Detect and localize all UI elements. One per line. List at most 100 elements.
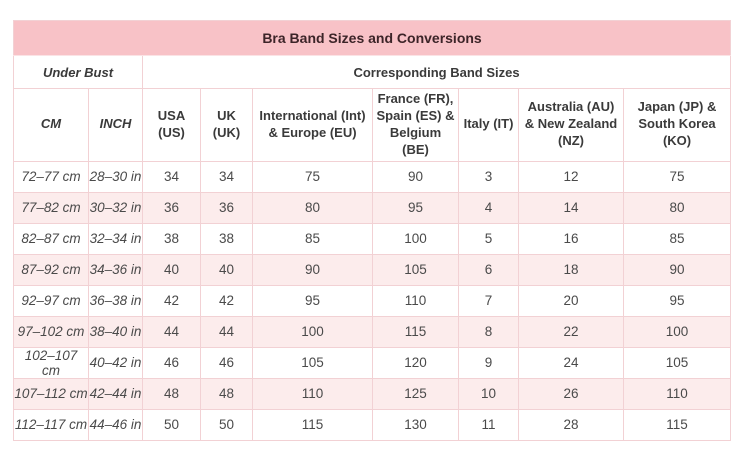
cell-fr-es-be: 95	[372, 191, 459, 224]
cell-italy: 6	[458, 253, 519, 286]
cell-fr-es-be: 105	[372, 253, 459, 286]
table-row: 82–87 cm 32–34 in 38 38 85 100 5 16 85	[13, 222, 732, 255]
cell-au-nz: 14	[518, 191, 624, 224]
cell-au-nz: 12	[518, 160, 624, 193]
cell-int-eu: 105	[252, 346, 373, 379]
column-header-jp-ko: Japan (JP) & South Korea (KO)	[622, 88, 732, 162]
cell-italy: 8	[458, 315, 519, 348]
table-row: 97–102 cm 38–40 in 44 44 100 115 8 22 10…	[13, 315, 732, 348]
cell-jp-ko: 105	[622, 346, 732, 379]
cell-inch: 28–30 in	[88, 160, 143, 193]
group-header-row: Under Bust Corresponding Band Sizes	[13, 55, 732, 89]
cell-int-eu: 75	[252, 160, 373, 193]
cell-fr-es-be: 115	[372, 315, 459, 348]
cell-int-eu: 110	[252, 377, 373, 410]
column-header-uk: UK (UK)	[200, 88, 253, 162]
cell-usa: 50	[142, 408, 201, 441]
cell-cm: 92–97 cm	[13, 284, 89, 317]
column-header-row: CM INCH USA (US) UK (UK) International (…	[13, 88, 732, 162]
table-row: 72–77 cm 28–30 in 34 34 75 90 3 12 75	[13, 160, 732, 193]
column-header-usa: USA (US)	[142, 88, 201, 162]
bra-band-size-table: Bra Band Sizes and Conversions Under Bus…	[12, 20, 732, 441]
cell-uk: 36	[200, 191, 253, 224]
table-row: 87–92 cm 34–36 in 40 40 90 105 6 18 90	[13, 253, 732, 286]
cell-cm: 112–117 cm	[13, 408, 89, 441]
cell-au-nz: 18	[518, 253, 624, 286]
cell-au-nz: 28	[518, 408, 624, 441]
cell-inch: 40–42 in	[88, 346, 143, 379]
cell-fr-es-be: 110	[372, 284, 459, 317]
cell-inch: 42–44 in	[88, 377, 143, 410]
cell-usa: 36	[142, 191, 201, 224]
cell-cm: 87–92 cm	[13, 253, 89, 286]
cell-int-eu: 80	[252, 191, 373, 224]
cell-uk: 42	[200, 284, 253, 317]
cell-usa: 48	[142, 377, 201, 410]
cell-jp-ko: 90	[622, 253, 732, 286]
cell-uk: 48	[200, 377, 253, 410]
cell-italy: 3	[458, 160, 519, 193]
cell-jp-ko: 100	[622, 315, 732, 348]
column-header-cm: CM	[13, 88, 89, 162]
cell-usa: 46	[142, 346, 201, 379]
column-header-inch: INCH	[88, 88, 143, 162]
table-row: 107–112 cm 42–44 in 48 48 110 125 10 26 …	[13, 377, 732, 410]
cell-inch: 34–36 in	[88, 253, 143, 286]
group-header-under-bust: Under Bust	[13, 55, 143, 89]
cell-usa: 42	[142, 284, 201, 317]
cell-jp-ko: 110	[622, 377, 732, 410]
column-header-int-eu: International (Int) & Europe (EU)	[252, 88, 373, 162]
cell-au-nz: 16	[518, 222, 624, 255]
cell-usa: 44	[142, 315, 201, 348]
table-row: 102–107 cm 40–42 in 46 46 105 120 9 24 1…	[13, 346, 732, 379]
cell-int-eu: 95	[252, 284, 373, 317]
cell-inch: 30–32 in	[88, 191, 143, 224]
cell-italy: 4	[458, 191, 519, 224]
cell-jp-ko: 115	[622, 408, 732, 441]
cell-cm: 77–82 cm	[13, 191, 89, 224]
cell-cm: 82–87 cm	[13, 222, 89, 255]
cell-fr-es-be: 90	[372, 160, 459, 193]
column-header-fr-es-be: France (FR), Spain (ES) & Belgium (BE)	[372, 88, 459, 162]
cell-uk: 46	[200, 346, 253, 379]
cell-fr-es-be: 120	[372, 346, 459, 379]
cell-inch: 36–38 in	[88, 284, 143, 317]
cell-cm: 102–107 cm	[13, 346, 89, 379]
cell-au-nz: 20	[518, 284, 624, 317]
cell-int-eu: 115	[252, 408, 373, 441]
cell-italy: 9	[458, 346, 519, 379]
table-title-row: Bra Band Sizes and Conversions	[12, 20, 732, 56]
cell-jp-ko: 75	[622, 160, 732, 193]
cell-cm: 97–102 cm	[13, 315, 89, 348]
cell-usa: 34	[142, 160, 201, 193]
cell-inch: 44–46 in	[88, 408, 143, 441]
group-header-corresponding: Corresponding Band Sizes	[141, 55, 732, 89]
cell-uk: 50	[200, 408, 253, 441]
cell-usa: 38	[142, 222, 201, 255]
cell-inch: 32–34 in	[88, 222, 143, 255]
table-row: 112–117 cm 44–46 in 50 50 115 130 11 28 …	[13, 408, 732, 441]
cell-uk: 34	[200, 160, 253, 193]
cell-jp-ko: 80	[622, 191, 732, 224]
cell-jp-ko: 95	[622, 284, 732, 317]
table-title: Bra Band Sizes and Conversions	[12, 20, 732, 56]
cell-fr-es-be: 100	[372, 222, 459, 255]
cell-uk: 38	[200, 222, 253, 255]
cell-uk: 44	[200, 315, 253, 348]
cell-int-eu: 100	[252, 315, 373, 348]
column-header-italy: Italy (IT)	[458, 88, 519, 162]
cell-fr-es-be: 125	[372, 377, 459, 410]
cell-italy: 10	[458, 377, 519, 410]
cell-inch: 38–40 in	[88, 315, 143, 348]
cell-italy: 11	[458, 408, 519, 441]
cell-italy: 7	[458, 284, 519, 317]
column-header-au-nz: Australia (AU) & New Zealand (NZ)	[518, 88, 624, 162]
cell-cm: 107–112 cm	[13, 377, 89, 410]
table-row: 92–97 cm 36–38 in 42 42 95 110 7 20 95	[13, 284, 732, 317]
cell-au-nz: 26	[518, 377, 624, 410]
cell-fr-es-be: 130	[372, 408, 459, 441]
cell-au-nz: 22	[518, 315, 624, 348]
cell-uk: 40	[200, 253, 253, 286]
table-row: 77–82 cm 30–32 in 36 36 80 95 4 14 80	[13, 191, 732, 224]
